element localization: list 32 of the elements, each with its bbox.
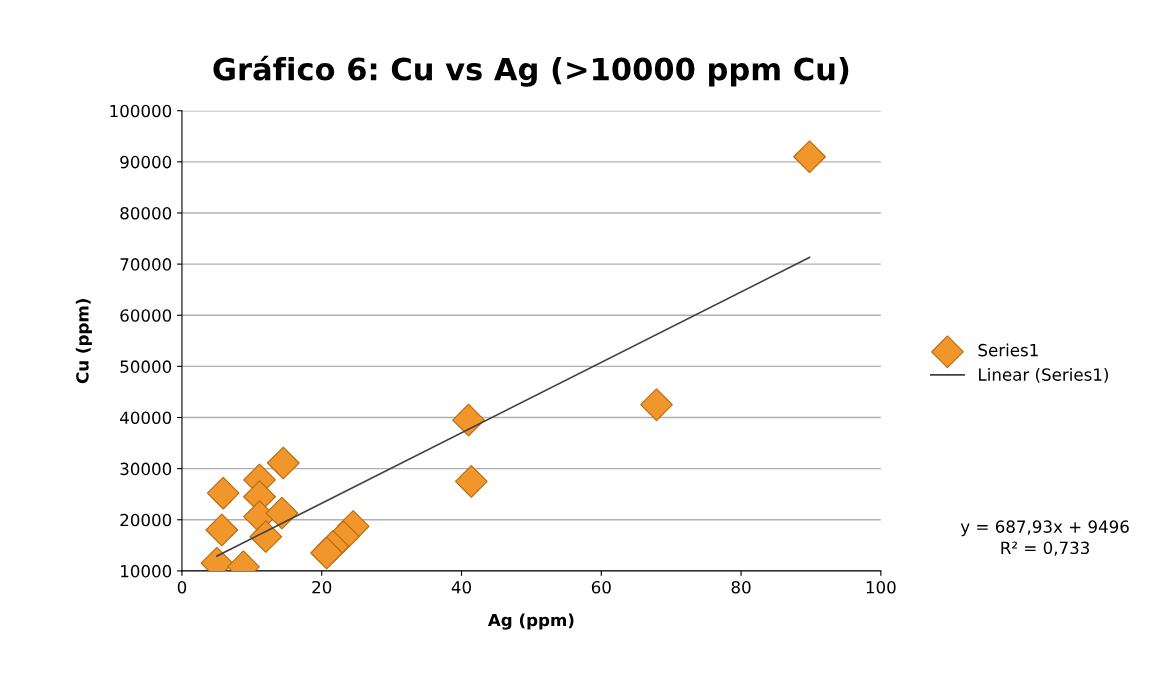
y-tick-label: 70000 xyxy=(120,258,172,271)
y-tick-label: 40000 xyxy=(120,411,172,425)
y-tick-label: 10000 xyxy=(121,564,172,578)
x-axis-title: Ag (ppm) xyxy=(487,613,574,630)
x-tick-label: 40 xyxy=(451,580,472,594)
text: y = 687,93x + 9496 R² = 0,733 xyxy=(960,520,1129,556)
point xyxy=(205,513,239,547)
point xyxy=(452,403,485,437)
chart-title: Gráfico 6: Cu vs Ag (>10000 ppm Cu) xyxy=(213,55,849,87)
y-tick-label: 50000 xyxy=(120,360,172,373)
x-tick-label: 0 xyxy=(177,580,187,594)
y-tick-label: 30000 xyxy=(120,462,172,476)
point xyxy=(206,476,240,510)
legend-label: Series1 xyxy=(978,343,1038,357)
x-tick-label: 60 xyxy=(591,580,611,594)
point xyxy=(249,520,283,554)
point xyxy=(793,140,826,174)
point xyxy=(454,465,488,498)
y-tick-label: 90000 xyxy=(120,155,172,169)
point xyxy=(265,496,299,530)
y-tick-label: 20000 xyxy=(120,513,172,527)
x-tick-label: 20 xyxy=(312,580,332,594)
point xyxy=(310,536,344,570)
legend-label: Linear (Series1) xyxy=(979,367,1108,383)
point xyxy=(266,446,300,480)
y-tick-label: 60000 xyxy=(120,309,172,322)
y-tick-label: 100000 xyxy=(110,104,172,118)
point xyxy=(640,388,673,422)
y-axis-title: Cu (ppm) xyxy=(75,299,92,384)
x-tick-label: 100 xyxy=(866,580,896,594)
x-tick-label: 80 xyxy=(731,580,751,594)
y-tick-label: 80000 xyxy=(120,206,172,220)
